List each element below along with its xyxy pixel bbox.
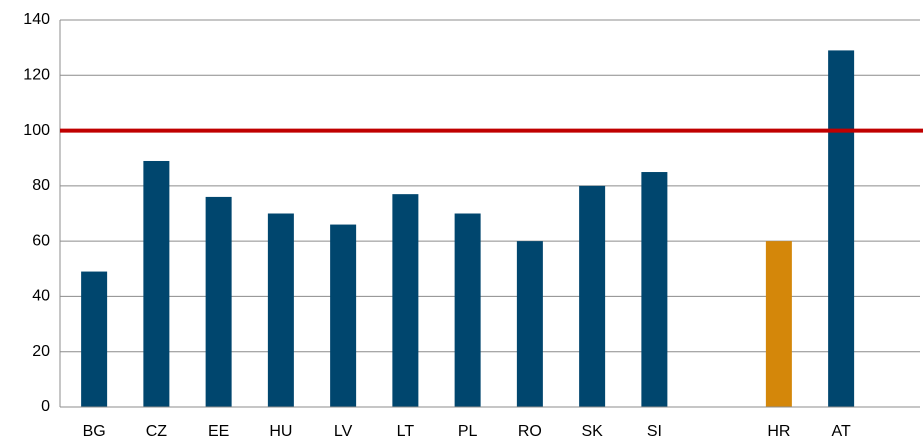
x-tick-label: AT	[831, 423, 850, 440]
bar	[516, 241, 543, 407]
bar	[765, 241, 792, 407]
y-tick-label: 80	[32, 177, 50, 194]
y-tick-label: 0	[41, 398, 50, 415]
x-tick-label: CZ	[146, 423, 168, 440]
bar	[828, 50, 855, 408]
x-tick-label: LV	[334, 423, 353, 440]
bar	[641, 172, 668, 407]
x-tick-label: LT	[397, 423, 415, 440]
bar	[579, 185, 606, 407]
y-tick-label: 40	[32, 288, 50, 305]
y-tick-label: 120	[23, 67, 50, 84]
x-tick-label: HU	[269, 423, 292, 440]
bar	[392, 194, 419, 407]
bar	[205, 196, 232, 407]
bar	[267, 213, 294, 407]
bar	[454, 213, 481, 407]
y-tick-label: 60	[32, 232, 50, 249]
bar	[330, 224, 357, 407]
bar	[143, 160, 170, 407]
x-tick-label: PL	[458, 423, 478, 440]
y-tick-label: 100	[23, 122, 50, 139]
y-tick-label: 20	[32, 343, 50, 360]
x-tick-label: HR	[767, 423, 790, 440]
x-tick-label: SK	[581, 423, 603, 440]
bar	[81, 271, 108, 407]
x-tick-label: RO	[518, 423, 542, 440]
x-tick-label: BG	[83, 423, 106, 440]
y-tick-label: 140	[23, 11, 50, 28]
x-tick-label: SI	[647, 423, 662, 440]
x-tick-label: EE	[208, 423, 229, 440]
